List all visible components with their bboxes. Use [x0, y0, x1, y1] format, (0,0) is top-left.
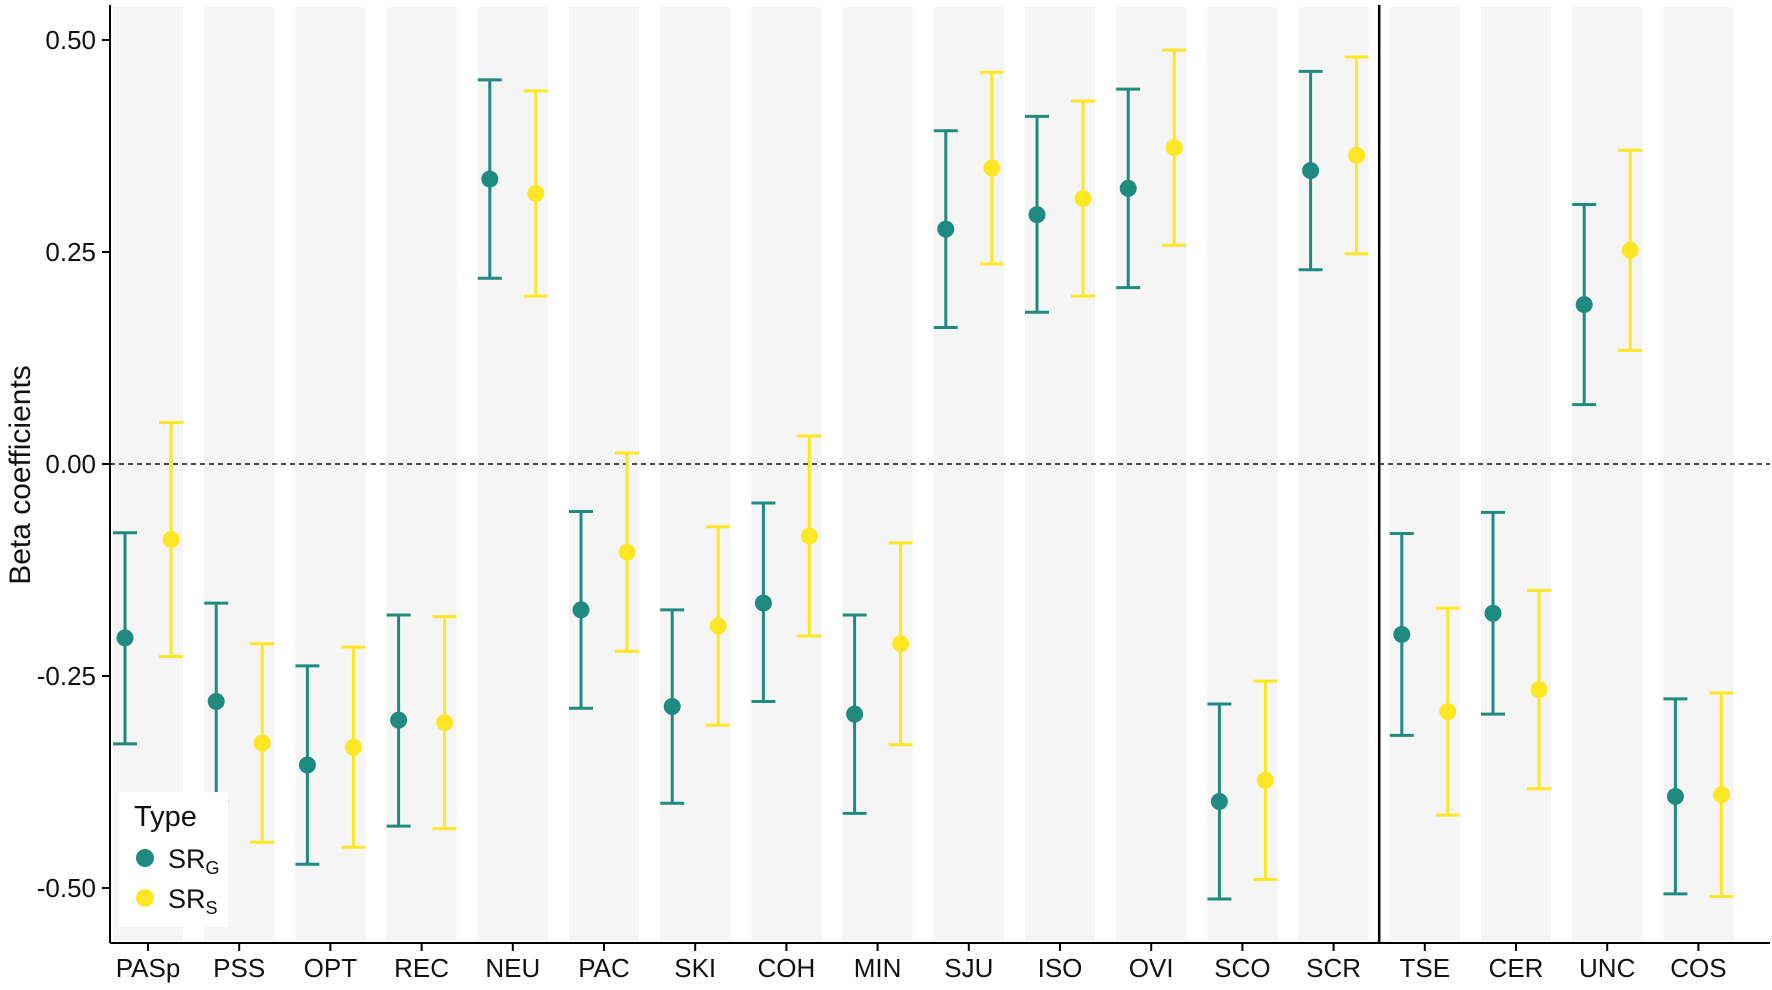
x-tick-label-ski: SKI	[674, 953, 716, 983]
y-tick-label: 0.25	[45, 237, 96, 267]
y-tick-label: -0.50	[37, 873, 96, 903]
y-tick-label: 0.00	[45, 449, 96, 479]
point-neu	[481, 170, 499, 188]
legend-label-srs: SRS	[168, 884, 218, 918]
x-tick-label-iso: ISO	[1038, 953, 1083, 983]
legend-title: Type	[134, 801, 197, 833]
point-cer	[1530, 681, 1548, 699]
legend-key-srg	[136, 849, 154, 867]
series-srg	[113, 69, 1688, 901]
point-coh	[754, 594, 772, 612]
point-min	[846, 705, 864, 723]
x-tick-label-pss: PSS	[213, 953, 265, 983]
point-opt	[344, 738, 362, 756]
point-iso	[1074, 190, 1092, 208]
point-pss	[207, 692, 225, 710]
x-tick-label-sju: SJU	[944, 953, 993, 983]
x-tick-label-cos: COS	[1670, 953, 1726, 983]
point-pasp	[116, 629, 134, 647]
x-tick-label-scr: SCR	[1306, 953, 1361, 983]
point-ski	[663, 698, 681, 716]
x-tick-label-opt: OPT	[304, 953, 358, 983]
point-tse	[1393, 625, 1411, 643]
point-cos	[1712, 786, 1730, 804]
category-band-cer	[1481, 7, 1551, 941]
legend-key-srs	[136, 889, 154, 907]
y-axis-title: Beta coefficients	[4, 365, 37, 585]
point-sju	[937, 220, 955, 238]
y-tick-label: -0.25	[37, 661, 96, 691]
point-cos	[1666, 787, 1684, 805]
x-tick-label-min: MIN	[854, 953, 902, 983]
x-tick-label-neu: NEU	[485, 953, 540, 983]
point-unc	[1575, 296, 1593, 314]
point-scr	[1348, 146, 1366, 164]
x-tick-label-coh: COH	[758, 953, 816, 983]
y-axis-ticks: 0.50 0.25 0.00 -0.25 -0.50	[37, 25, 110, 903]
point-rec	[436, 714, 454, 732]
point-coh	[800, 527, 818, 545]
point-pac	[618, 543, 636, 561]
series-srs	[159, 48, 1734, 898]
point-opt	[298, 756, 316, 774]
point-unc	[1621, 241, 1639, 259]
point-neu	[527, 184, 545, 202]
point-ovi	[1165, 139, 1183, 157]
category-bands	[113, 7, 1734, 941]
x-tick-label-sco: SCO	[1214, 953, 1270, 983]
category-band-unc	[1572, 7, 1643, 941]
point-scr	[1302, 162, 1320, 180]
x-axis-ticks: PASp PSS OPT REC NEU PAC SKI COH MIN SJU ISO OVI SCO…	[116, 943, 1727, 983]
point-sju	[983, 159, 1001, 177]
series-layer	[113, 48, 1734, 901]
x-tick-label-ovi: OVI	[1129, 953, 1174, 983]
x-tick-label-rec: REC	[394, 953, 449, 983]
point-iso	[1028, 206, 1046, 224]
point-ski	[709, 617, 727, 635]
x-tick-label-pasp: PASp	[116, 953, 181, 983]
point-cer	[1484, 604, 1502, 622]
point-rec	[390, 711, 408, 729]
x-tick-label-unc: UNC	[1579, 953, 1635, 983]
legend-label-srg: SRG	[168, 844, 220, 878]
point-min	[892, 635, 910, 653]
y-tick-label: 0.50	[45, 25, 96, 55]
point-ovi	[1119, 179, 1137, 197]
point-tse	[1439, 703, 1457, 721]
point-sco	[1210, 793, 1228, 811]
point-sco	[1256, 771, 1274, 789]
x-tick-label-tse: TSE	[1400, 953, 1451, 983]
x-tick-label-pac: PAC	[578, 953, 630, 983]
point-pasp	[162, 530, 180, 548]
point-pss	[253, 734, 271, 752]
point-pac	[572, 601, 590, 619]
x-tick-label-cer: CER	[1489, 953, 1544, 983]
legend: Type SRG SRS	[118, 792, 228, 927]
